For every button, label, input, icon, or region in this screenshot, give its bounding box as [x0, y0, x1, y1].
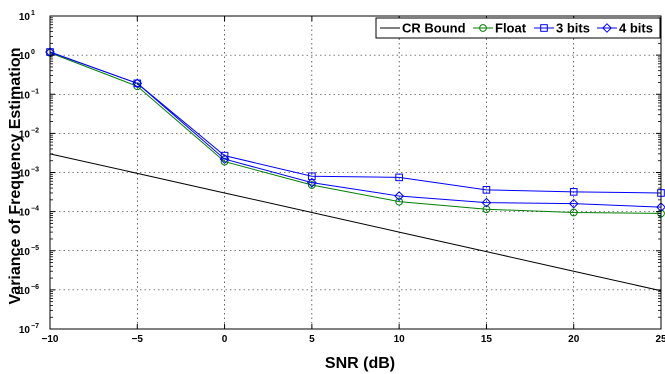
data-point-float: [307, 181, 316, 189]
data-point-3-bits: [133, 79, 142, 88]
y-tick-exponent: 1: [31, 10, 35, 17]
data-point-float: [220, 157, 229, 166]
legend-label-cr-bound: CR Bound: [402, 21, 466, 36]
y-tick-label: 10: [19, 325, 31, 336]
series-4-bits: [45, 47, 665, 213]
legend-marker-4-bits: [602, 23, 612, 33]
x-tick-label: 0: [222, 334, 228, 345]
x-tick-label: 25: [655, 334, 665, 345]
y-tick-exponent: −5: [31, 245, 39, 252]
y-tick-exponent: −6: [31, 284, 39, 291]
legend: CR Bound Float 3 bits 4 bits: [375, 17, 661, 39]
grid-lines: [50, 16, 661, 329]
data-point-4-bits: [568, 198, 579, 209]
data-point-4-bits: [481, 197, 492, 208]
data-point-4-bits: [219, 154, 230, 165]
y-tick-label: 10: [19, 247, 31, 258]
series-line-float: [49, 52, 662, 214]
x-tick-label: −5: [132, 334, 144, 345]
y-tick-exponent: −3: [31, 167, 39, 174]
legend-label-4-bits: 4 bits: [619, 21, 653, 36]
x-tick-label: 10: [394, 334, 406, 345]
data-point-float: [395, 197, 404, 206]
data-point-4-bits: [132, 78, 143, 89]
x-tick-label: −10: [42, 334, 59, 345]
legend-label-3-bits: 3 bits: [556, 21, 590, 36]
data-point-float: [482, 205, 491, 214]
y-tick-exponent: −2: [31, 127, 39, 134]
series-line-4-bits: [49, 51, 662, 208]
y-tick-label: 10: [19, 208, 31, 219]
y-tick-exponent: −1: [31, 88, 39, 95]
y-tick-label: 10: [19, 90, 31, 101]
x-tick-label: 5: [309, 334, 315, 345]
y-tick-label: 10: [19, 51, 31, 62]
data-point-4-bits: [394, 191, 405, 201]
y-tick-exponent: 0: [31, 49, 35, 56]
y-tick-label: 10: [19, 12, 31, 23]
y-tick-exponent: −7: [31, 323, 39, 330]
data-point-3-bits: [482, 186, 491, 194]
plot-frame: [49, 15, 662, 330]
x-axis-title: SNR (dB): [325, 355, 395, 372]
x-tick-label: 20: [568, 334, 580, 345]
series-line-3-bits: [49, 51, 662, 194]
data-point-3-bits: [395, 173, 403, 182]
y-tick-label: 10: [19, 169, 31, 180]
data-point-3-bits: [308, 172, 316, 181]
series-cr-bound: [49, 153, 662, 292]
data-point-3-bits: [569, 188, 578, 196]
legend-box: [375, 17, 661, 39]
y-tick-exponent: −4: [31, 206, 39, 213]
data-point-4-bits: [306, 177, 317, 188]
legend-marker-3-bits: [540, 24, 548, 32]
y-axis-title: Variance of Frequency Estimation: [7, 48, 24, 305]
y-tick-label: 10: [19, 286, 31, 297]
data-point-float: [569, 208, 578, 217]
y-tick-label: 10: [19, 129, 31, 140]
x-tick-label: 15: [481, 334, 493, 345]
series-line-cr-bound: [49, 153, 662, 292]
legend-label-float: Float: [495, 21, 527, 36]
plot-series: [45, 47, 665, 292]
legend-marker-float: [479, 24, 487, 32]
